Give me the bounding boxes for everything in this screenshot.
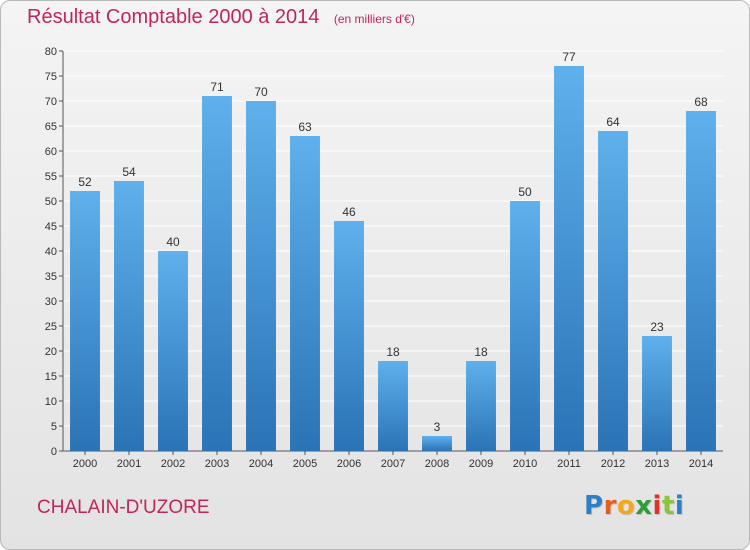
x-tick-label: 2007 — [381, 458, 405, 470]
logo-letter: i — [674, 491, 685, 521]
x-tick-label: 2014 — [689, 458, 713, 470]
data-label: 46 — [342, 205, 356, 219]
proxiti-logo: Proxiti — [584, 491, 684, 521]
axes: 0 5 10 15 20 25 30 35 40 45 50 55 60 65 70 75 80 2000 2001… — [45, 46, 723, 470]
logo-letter: i — [652, 491, 662, 521]
data-label: 71 — [210, 80, 224, 94]
x-tick-label: 2008 — [425, 458, 449, 470]
x-tick-label: 2005 — [293, 458, 317, 470]
x-tick-label: 2009 — [469, 458, 493, 470]
data-label: 70 — [254, 85, 268, 99]
data-label: 18 — [474, 345, 488, 359]
y-tick-label: 50 — [45, 196, 57, 208]
x-tick-label: 2013 — [645, 458, 669, 470]
data-label: 18 — [386, 345, 400, 359]
logo-letter: t — [661, 491, 675, 521]
y-tick-label: 70 — [45, 96, 57, 108]
x-tick-label: 2000 — [73, 458, 97, 470]
bar-2003 — [202, 96, 232, 451]
y-tick-label: 25 — [45, 321, 57, 333]
bar-2001 — [114, 181, 144, 451]
data-label: 54 — [122, 165, 136, 179]
bar-2006 — [334, 221, 364, 451]
bar-2013 — [642, 336, 672, 451]
bar-2010 — [510, 201, 540, 451]
logo-letter: x — [635, 491, 653, 521]
data-label: 23 — [650, 320, 664, 334]
data-label: 68 — [694, 95, 708, 109]
y-tick-label: 0 — [51, 446, 57, 458]
data-label: 40 — [166, 235, 180, 249]
y-tick-label: 75 — [45, 71, 57, 83]
data-label: 77 — [562, 50, 576, 64]
bar-2004 — [246, 101, 276, 451]
bar-2007 — [378, 361, 408, 451]
bars — [70, 66, 716, 451]
y-tick-label: 40 — [45, 246, 57, 258]
x-tick-label: 2004 — [249, 458, 273, 470]
bar-2014 — [686, 111, 716, 451]
bar-2012 — [598, 131, 628, 451]
y-tick-label: 60 — [45, 146, 57, 158]
data-label: 52 — [78, 175, 92, 189]
bar-2000 — [70, 191, 100, 451]
bar-2011 — [554, 66, 584, 451]
data-label: 64 — [606, 115, 620, 129]
y-tick-label: 10 — [45, 396, 57, 408]
bar-2002 — [158, 251, 188, 451]
x-tick-label: 2003 — [205, 458, 229, 470]
town-name: CHALAIN-D'UZORE — [37, 497, 210, 518]
y-tick-label: 35 — [45, 271, 57, 283]
data-label: 63 — [298, 120, 312, 134]
y-tick-label: 80 — [45, 46, 57, 58]
logo-letter: o — [616, 491, 636, 521]
x-tick-label: 2010 — [513, 458, 537, 470]
chart-subtitle: (en milliers d'€) — [333, 12, 415, 26]
y-tick-label: 20 — [45, 346, 57, 358]
logo-letter: r — [603, 491, 617, 521]
y-tick-label: 30 — [45, 296, 57, 308]
bar-2009 — [466, 361, 496, 451]
y-tick-label: 55 — [45, 171, 57, 183]
data-label: 3 — [434, 420, 441, 434]
x-tick-label: 2012 — [601, 458, 625, 470]
x-tick-label: 2002 — [161, 458, 185, 470]
y-tick-label: 65 — [45, 121, 57, 133]
bar-2008 — [422, 436, 452, 451]
y-tick-label: 15 — [45, 371, 57, 383]
logo-letter: P — [584, 491, 604, 521]
y-tick-label: 45 — [45, 221, 57, 233]
x-tick-label: 2001 — [117, 458, 141, 470]
y-tick-label: 5 — [51, 421, 57, 433]
data-labels: 52 54 40 71 70 63 46 18 3 18 50 77 64 23 68 — [78, 50, 708, 434]
chart-header: Résultat Comptable 2000 à 2014 (en milli… — [27, 6, 415, 29]
bar-2005 — [290, 136, 320, 451]
x-tick-label: 2006 — [337, 458, 361, 470]
x-tick-label: 2011 — [557, 458, 581, 470]
data-label: 50 — [518, 185, 532, 199]
chart-title: Résultat Comptable 2000 à 2014 — [27, 6, 320, 28]
